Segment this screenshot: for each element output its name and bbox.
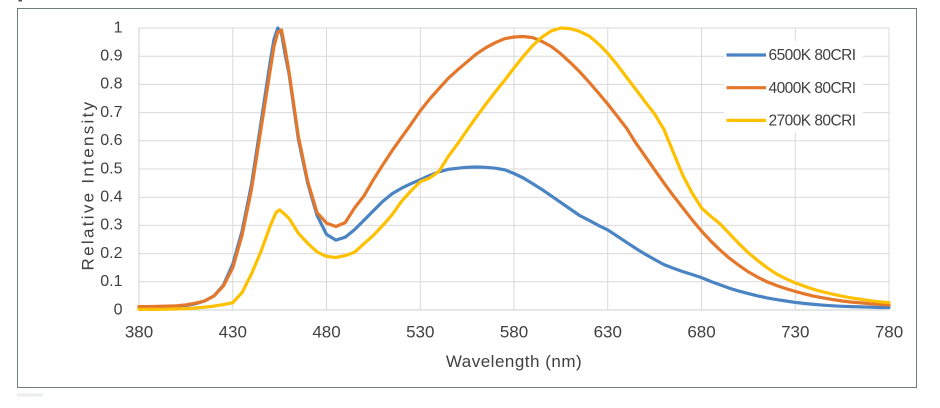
svg-text:6500K 80CRI: 6500K 80CRI: [769, 47, 856, 64]
svg-text:680: 680: [687, 323, 715, 342]
svg-text:430: 430: [219, 323, 247, 342]
svg-text:0.3: 0.3: [100, 217, 122, 234]
svg-text:0.7: 0.7: [100, 104, 122, 121]
svg-text:4000K 80CRI: 4000K 80CRI: [769, 80, 856, 97]
svg-text:0.5: 0.5: [100, 160, 122, 177]
svg-text:1: 1: [114, 19, 123, 36]
svg-text:2700K 80CRI: 2700K 80CRI: [769, 113, 856, 130]
svg-text:0.4: 0.4: [100, 189, 122, 206]
svg-text:0: 0: [114, 301, 123, 318]
svg-text:0.8: 0.8: [100, 76, 122, 93]
svg-text:380: 380: [125, 323, 153, 342]
svg-text:0.2: 0.2: [100, 245, 122, 262]
svg-text:Wavelength (nm): Wavelength (nm): [446, 352, 582, 371]
svg-text:480: 480: [312, 323, 340, 342]
svg-text:0.1: 0.1: [100, 273, 122, 290]
svg-text:0.9: 0.9: [100, 48, 122, 65]
svg-text:630: 630: [594, 323, 622, 342]
svg-text:580: 580: [500, 323, 528, 342]
svg-text:0.6: 0.6: [100, 132, 122, 149]
svg-text:730: 730: [781, 323, 809, 342]
svg-text:530: 530: [406, 323, 434, 342]
svg-text:Relative Intensity: Relative Intensity: [79, 100, 98, 271]
svg-text:780: 780: [875, 323, 903, 342]
